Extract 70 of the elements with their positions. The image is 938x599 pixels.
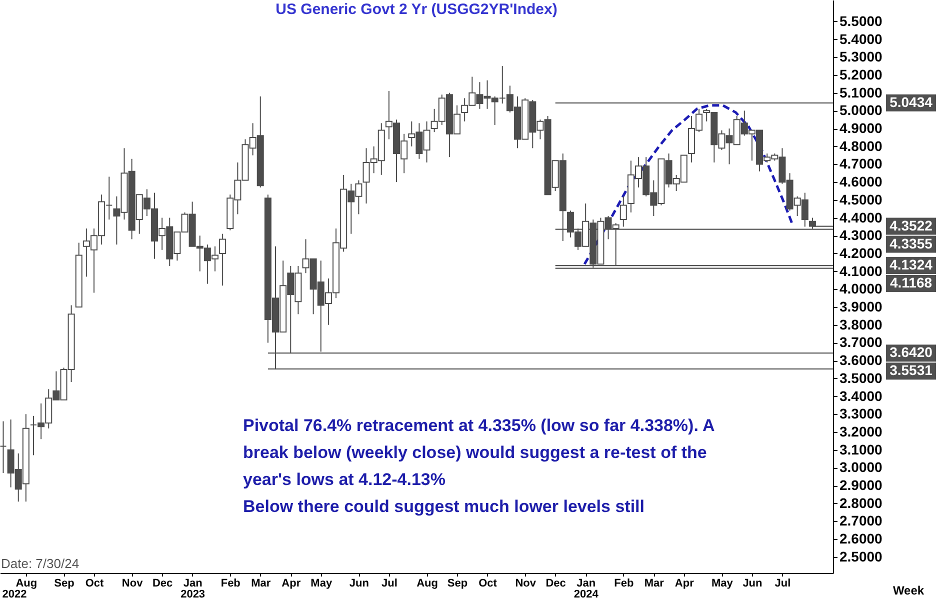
x-tick-label: Jan [576, 578, 596, 590]
y-tick-label: 5.1000 [840, 84, 883, 100]
legend-label: 3.5531 [890, 362, 933, 378]
y-tick-label: 3.5000 [840, 370, 883, 386]
y-tick-label: 2.5000 [840, 548, 883, 564]
y-tick-label: 4.4000 [840, 209, 883, 226]
x-tick-label: Mar [644, 578, 665, 590]
y-tick-label: 3.1000 [840, 441, 883, 458]
y-tick-label: 5.5000 [840, 12, 883, 29]
x-axis-title: Week [892, 584, 924, 598]
annotation: Pivotal 76.4% retracement at 4.335% (low so far 4.338%). A break below (weekly close) would suggest a re-test of the year's lows at 4.12-4.13% [243, 416, 715, 489]
y-tick-label: 4.0000 [840, 280, 883, 297]
x-tick-label: Jun [742, 578, 763, 590]
x-tick-label: Nov [515, 578, 537, 590]
x2-tick-label: 2024 [574, 588, 600, 599]
text: 5.0434 [890, 94, 933, 110]
x-tick-label: Oct [85, 578, 104, 590]
x-tick-label: Feb [220, 578, 241, 590]
x-tick-label: Apr [282, 578, 302, 590]
y-tick-label: 5.3000 [840, 48, 883, 65]
y-tick-label: 4.9000 [840, 120, 883, 136]
x-tick-label: Dec [546, 578, 566, 590]
y-tick-label: 5.4000 [840, 30, 883, 47]
x-tick-label: Sep [54, 578, 75, 590]
chart-title: US Generic Govt 2 Yr (USGG2YR'Index) [276, 1, 558, 18]
y-tick-label: 3.2000 [840, 423, 883, 440]
annotation: Below there could suggest much lower levels still [243, 497, 644, 516]
text: 4.3522 [890, 217, 933, 234]
legend-label: 4.1324 [890, 256, 933, 273]
legend-label: 4.3355 [890, 235, 933, 252]
y-tick-label: 3.0000 [840, 459, 883, 476]
y-tick-label: 3.4000 [840, 388, 883, 404]
x-tick-label: Jan [183, 578, 203, 590]
y-tick-label: 2.8000 [840, 494, 883, 511]
x-tick-label: Mar [251, 578, 272, 590]
y-tick-label: 5.2000 [840, 66, 883, 82]
x-tick-label: Feb [614, 578, 634, 590]
x-tick-label: May [712, 578, 734, 590]
y-tick-label: 5.0000 [840, 102, 883, 118]
x-tick-label: Jul [381, 578, 398, 590]
y-tick-label: 2.9000 [840, 477, 883, 494]
x-tick-label: May [310, 578, 333, 590]
legend-label: 4.1168 [890, 274, 932, 291]
y-tick-label: 4.2000 [840, 244, 883, 261]
y-tick-label: 3.7000 [840, 334, 883, 350]
y-tick-label: 2.7000 [840, 512, 883, 529]
x-tick-label: Dec [152, 578, 173, 590]
text: 3.6420 [890, 344, 933, 360]
y-tick-label: 3.6000 [840, 352, 883, 368]
y-tick-label: 4.5000 [840, 191, 883, 208]
x2-tick-label: 2023 [180, 588, 206, 599]
x-tick-label: Aug [16, 578, 38, 590]
x-tick-label: Sep [447, 578, 468, 590]
x2-tick-label: 2022 [2, 588, 27, 599]
y-tick-label: 2.6000 [840, 530, 883, 547]
y-tick-label: 4.1000 [840, 262, 883, 279]
x-tick-label: Aug [416, 578, 438, 590]
y-tick-label: 4.6000 [840, 174, 883, 190]
x-tick-label: Jun [349, 578, 370, 590]
y-tick-label: 4.8000 [840, 138, 883, 154]
y-tick-label: 4.3000 [840, 227, 883, 244]
x-tick-label: Apr [674, 578, 695, 590]
y-tick-label: 3.3000 [840, 406, 883, 422]
y-tick-label: 3.8000 [840, 316, 883, 332]
annotation: Date: 7/30/24 [1, 556, 80, 571]
y-tick-label: 3.9000 [840, 298, 883, 315]
x-tick-label: Nov [122, 578, 144, 590]
x-tick-label: Oct [478, 578, 498, 590]
x-tick-label: Jul [774, 578, 791, 590]
y-tick-label: 4.7000 [840, 156, 883, 172]
